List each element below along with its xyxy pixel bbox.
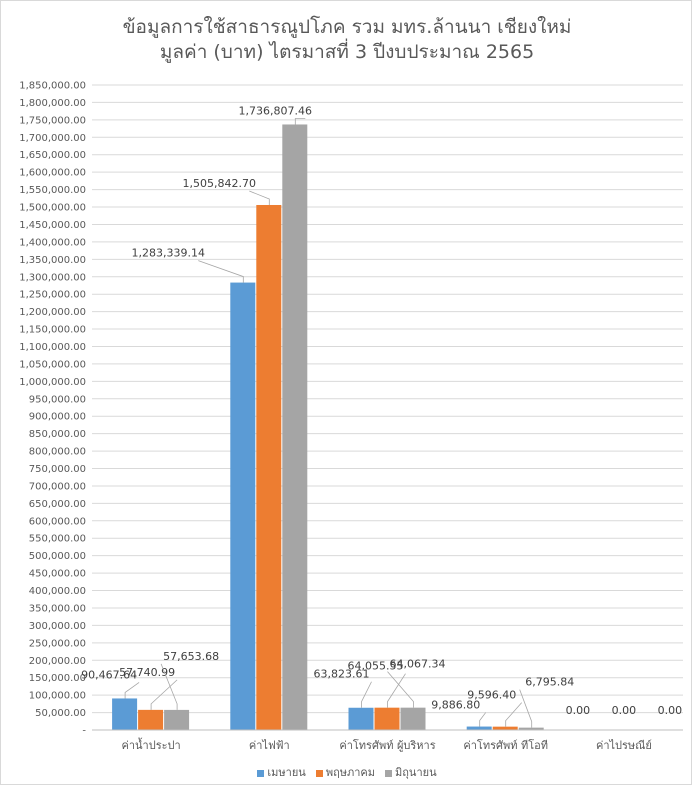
data-label: 9,596.40 — [467, 689, 516, 702]
y-tick-label: - — [82, 726, 86, 737]
chart-title-line2: มูลค่า (บาท) ไตรมาสที่ 3 ปีงบประมาณ 2565 — [159, 41, 535, 63]
y-tick-label: 200,000.00 — [29, 656, 86, 667]
y-tick-label: 1,550,000.00 — [19, 185, 86, 196]
bar — [374, 707, 400, 730]
legend-swatch — [385, 769, 393, 777]
data-label-leader — [519, 689, 533, 728]
bar — [348, 707, 374, 730]
y-tick-label: 1,700,000.00 — [19, 133, 86, 144]
data-label: 57,740.99 — [119, 666, 175, 679]
y-tick-label: 1,100,000.00 — [19, 342, 86, 353]
y-tick-label: 1,600,000.00 — [19, 168, 86, 179]
y-tick-label: 500,000.00 — [29, 551, 86, 562]
x-tick-label: ค่าโทรศัพท์ ทีโอที — [463, 738, 548, 752]
bar — [138, 709, 164, 730]
y-tick-label: 1,250,000.00 — [19, 290, 86, 301]
legend-label: มิถุนายน — [395, 766, 437, 779]
x-tick-label: ค่าน้ำประปา — [121, 737, 180, 752]
y-tick-label: 300,000.00 — [29, 621, 86, 632]
y-tick-label: 850,000.00 — [29, 429, 86, 440]
y-tick-label: 1,300,000.00 — [19, 272, 86, 283]
y-tick-label: 1,200,000.00 — [19, 307, 86, 318]
data-label-leader — [361, 681, 372, 708]
y-tick-label: 1,750,000.00 — [19, 115, 86, 126]
y-tick-label: 600,000.00 — [29, 516, 86, 527]
data-label-leader — [150, 679, 178, 710]
x-tick-label: ค่าไฟฟ้า — [249, 739, 290, 752]
bar — [164, 709, 190, 730]
bar — [492, 726, 518, 730]
data-label-leader — [387, 671, 414, 708]
y-tick-label: 1,050,000.00 — [19, 359, 86, 370]
data-label-leader — [294, 118, 306, 125]
y-tick-label: 350,000.00 — [29, 603, 86, 614]
legend-item: มิถุนายน — [385, 763, 437, 781]
legend-item: พฤษภาคม — [315, 763, 376, 781]
x-tick-label: ค่าโทรศัพท์ ผู้บริหาร — [339, 738, 435, 752]
y-tick-label: 1,400,000.00 — [19, 237, 86, 248]
legend-item: เมษายน — [257, 763, 306, 781]
data-label-leader — [505, 702, 522, 727]
data-label: 1,283,339.14 — [132, 247, 205, 260]
data-label-leader — [160, 663, 178, 710]
data-label: 64,067.34 — [390, 658, 446, 671]
data-label-leader — [198, 260, 244, 283]
y-tick-label: 1,850,000.00 — [19, 81, 86, 92]
y-tick-label: 50,000.00 — [35, 708, 86, 719]
data-label: 6,795.84 — [525, 676, 574, 689]
bar — [282, 124, 308, 731]
y-tick-label: 1,150,000.00 — [19, 325, 86, 336]
bar — [112, 698, 138, 730]
chart-title: ข้อมูลการใช้สาธารณูปโภค รวม มทร.ล้านนา เ… — [1, 15, 692, 65]
legend-swatch — [257, 769, 265, 777]
y-tick-label: 400,000.00 — [29, 586, 86, 597]
y-tick-label: 1,000,000.00 — [19, 377, 86, 388]
data-label: 63,823.61 — [314, 668, 370, 681]
data-label-leader — [249, 190, 270, 205]
data-label: 0.00 — [566, 704, 591, 717]
y-tick-label: 1,500,000.00 — [19, 203, 86, 214]
legend-label: พฤษภาคม — [325, 766, 376, 779]
y-tick-label: 550,000.00 — [29, 534, 86, 545]
data-label-leader — [124, 682, 140, 699]
y-tick-label: 1,800,000.00 — [19, 98, 86, 109]
y-tick-label: 1,650,000.00 — [19, 150, 86, 161]
data-label: 1,736,807.46 — [239, 104, 312, 117]
data-label: 0.00 — [612, 704, 637, 717]
x-tick-label: ค่าไปรษณีย์ — [596, 739, 652, 752]
chart-title-line1: ข้อมูลการใช้สาธารณูปโภค รวม มทร.ล้านนา เ… — [122, 16, 572, 38]
y-tick-label: 250,000.00 — [29, 638, 86, 649]
data-label: 90,467.64 — [81, 668, 137, 681]
data-label: 9,886.80 — [431, 699, 480, 712]
y-tick-label: 800,000.00 — [29, 447, 86, 458]
data-label-leader — [387, 673, 406, 708]
bar — [256, 204, 282, 730]
data-label-leader — [479, 712, 487, 727]
bar — [230, 282, 256, 730]
y-tick-label: 900,000.00 — [29, 412, 86, 423]
bar — [400, 707, 426, 730]
data-label: 57,653.68 — [163, 650, 219, 663]
data-label: 1,505,842.70 — [183, 177, 256, 190]
legend: เมษายน พฤษภาคม มิถุนายน — [1, 763, 692, 781]
y-tick-label: 1,450,000.00 — [19, 220, 86, 231]
data-label: 64,055.55 — [348, 660, 404, 673]
y-tick-label: 150,000.00 — [29, 673, 86, 684]
y-tick-label: 700,000.00 — [29, 481, 86, 492]
legend-label: เมษายน — [267, 766, 306, 779]
bar — [466, 726, 492, 730]
y-tick-label: 1,350,000.00 — [19, 255, 86, 266]
y-tick-label: 750,000.00 — [29, 464, 86, 475]
y-tick-label: 650,000.00 — [29, 499, 86, 510]
y-tick-label: 450,000.00 — [29, 569, 86, 580]
data-label: 0.00 — [658, 704, 683, 717]
legend-swatch — [315, 769, 323, 777]
y-tick-label: 100,000.00 — [29, 691, 86, 702]
bar — [518, 727, 544, 730]
y-tick-label: 950,000.00 — [29, 394, 86, 405]
